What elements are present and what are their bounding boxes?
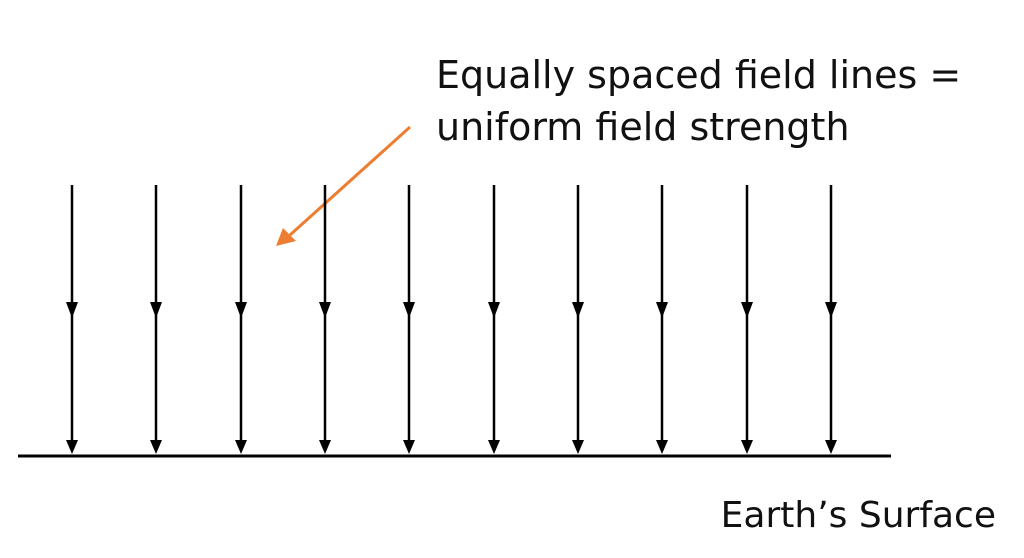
- field-line: [572, 185, 584, 454]
- field-line-end-arrowhead: [572, 440, 584, 454]
- field-line: [403, 185, 415, 454]
- pointer-arrowhead: [276, 228, 296, 246]
- field-line-mid-arrowhead: [741, 302, 753, 318]
- annotation-line-1: Equally spaced field lines =: [436, 53, 961, 97]
- field-line: [825, 185, 837, 454]
- field-line: [741, 185, 753, 454]
- field-line-end-arrowhead: [488, 440, 500, 454]
- field-line: [656, 185, 668, 454]
- field-line-end-arrowhead: [66, 440, 78, 454]
- field-line-mid-arrowhead: [319, 302, 331, 318]
- field-line-end-arrowhead: [403, 440, 415, 454]
- field-line: [235, 185, 247, 454]
- field-line-mid-arrowhead: [150, 302, 162, 318]
- field-line-end-arrowhead: [825, 440, 837, 454]
- field-line-mid-arrowhead: [403, 302, 415, 318]
- pointer-arrow-shaft: [288, 125, 412, 237]
- field-line-end-arrowhead: [235, 440, 247, 454]
- field-line-mid-arrowhead: [235, 302, 247, 318]
- field-line-end-arrowhead: [656, 440, 668, 454]
- field-line-mid-arrowhead: [488, 302, 500, 318]
- field-line-mid-arrowhead: [825, 302, 837, 318]
- field-line: [319, 185, 331, 454]
- field-line-mid-arrowhead: [66, 302, 78, 318]
- field-line-end-arrowhead: [741, 440, 753, 454]
- field-line-mid-arrowhead: [572, 302, 584, 318]
- field-line: [66, 185, 78, 454]
- field-line: [488, 185, 500, 454]
- field-line-end-arrowhead: [150, 440, 162, 454]
- field-line: [150, 185, 162, 454]
- earth-surface-label: Earth’s Surface: [721, 495, 996, 536]
- field-line-mid-arrowhead: [656, 302, 668, 318]
- annotation-line-2: uniform field strength: [436, 105, 850, 149]
- pointer-arrow: [276, 125, 412, 246]
- field-line-end-arrowhead: [319, 440, 331, 454]
- field-lines: [66, 185, 837, 454]
